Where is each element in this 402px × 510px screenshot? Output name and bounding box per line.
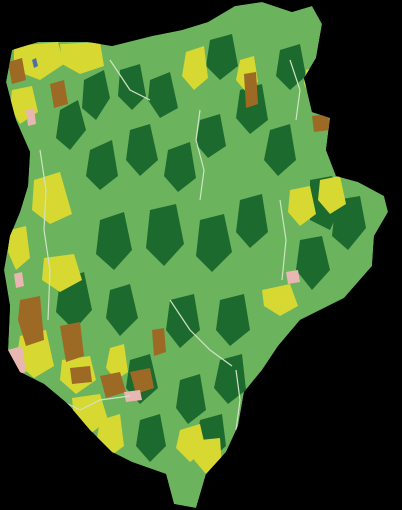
cultivated-crops-patch <box>18 296 44 346</box>
cultivated-crops-patch <box>70 366 92 384</box>
evergreen-forest-patch <box>106 284 138 336</box>
cultivated-crops-patch <box>8 58 26 84</box>
evergreen-forest-patch <box>236 194 268 248</box>
evergreen-forest-patch <box>296 236 330 290</box>
evergreen-forest-patch <box>214 354 246 404</box>
roads-line <box>169 299 233 367</box>
roads-line <box>289 59 301 121</box>
cultivated-crops-patch <box>100 372 126 398</box>
roads-line <box>235 369 241 431</box>
evergreen-forest-patch <box>146 204 184 266</box>
evergreen-forest-patch <box>126 124 158 176</box>
roads-line <box>39 149 51 321</box>
open-water-patch <box>32 58 38 68</box>
evergreen-forest-patch <box>148 72 178 118</box>
evergreen-forest-patch <box>206 34 238 80</box>
evergreen-forest-patch <box>276 44 306 90</box>
cultivated-crops-patch <box>50 80 68 108</box>
evergreen-forest-patch <box>196 214 232 272</box>
pasture-hay-patch <box>318 176 346 214</box>
cultivated-crops-patch <box>130 368 154 394</box>
pasture-hay-patch <box>32 172 72 224</box>
evergreen-forest-patch <box>216 294 250 346</box>
developed-patch <box>286 270 300 284</box>
developed-patch <box>26 108 36 126</box>
pasture-hay-patch <box>106 344 128 380</box>
roads-line <box>195 109 205 201</box>
evergreen-forest-patch <box>82 70 110 120</box>
pasture-hay-patch <box>42 254 82 292</box>
evergreen-forest-patch <box>86 140 118 190</box>
evergreen-forest-patch <box>56 100 86 150</box>
evergreen-forest-patch <box>196 114 226 158</box>
evergreen-forest-patch <box>136 414 166 462</box>
developed-patch <box>124 390 142 402</box>
evergreen-forest-patch <box>164 142 196 192</box>
pasture-hay-patch <box>262 284 298 316</box>
roads-line <box>279 199 287 281</box>
pasture-hay-patch <box>14 42 64 80</box>
evergreen-forest-patch <box>236 84 268 134</box>
cultivated-crops-patch <box>60 322 84 362</box>
evergreen-forest-patch <box>176 374 206 424</box>
cultivated-crops-patch <box>244 72 258 108</box>
county-boundary-fill <box>4 2 388 508</box>
pasture-hay-patch <box>8 226 30 270</box>
developed-patch <box>14 272 24 288</box>
evergreen-forest-patch <box>332 196 366 250</box>
pasture-hay-patch <box>182 46 208 90</box>
cultivated-crops-patch <box>152 328 166 356</box>
pasture-hay-patch <box>60 42 104 74</box>
evergreen-forest-patch <box>118 64 146 110</box>
evergreen-forest-patch <box>264 124 296 176</box>
cultivated-crops-patch <box>312 114 330 132</box>
roads-line <box>59 395 131 411</box>
roads-line <box>109 59 151 101</box>
pasture-hay-patch <box>288 186 316 226</box>
evergreen-forest-patch <box>96 212 132 270</box>
